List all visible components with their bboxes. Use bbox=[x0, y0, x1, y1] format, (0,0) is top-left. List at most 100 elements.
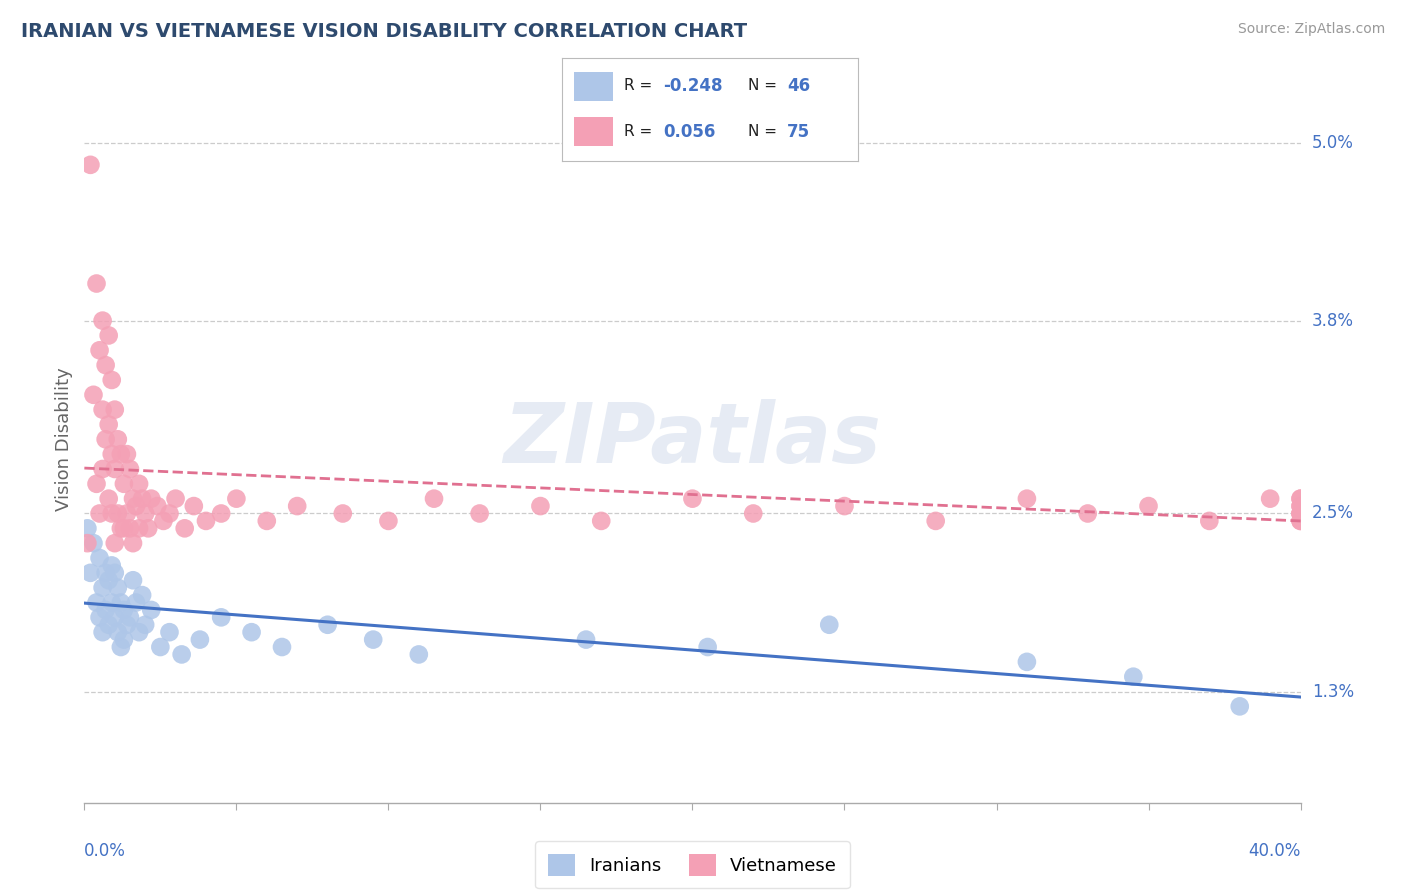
Point bbox=[256, 514, 278, 528]
Point bbox=[149, 640, 172, 654]
Point bbox=[107, 433, 129, 447]
Point bbox=[925, 514, 948, 528]
Point bbox=[165, 491, 187, 506]
Point bbox=[682, 491, 704, 506]
Point bbox=[377, 514, 399, 528]
Point bbox=[86, 277, 108, 291]
Point bbox=[97, 328, 120, 343]
Point bbox=[97, 491, 120, 506]
Text: N =: N = bbox=[748, 124, 782, 139]
Point bbox=[118, 610, 141, 624]
Point bbox=[131, 491, 153, 506]
Point bbox=[240, 625, 263, 640]
Point bbox=[97, 574, 120, 588]
Text: IRANIAN VS VIETNAMESE VISION DISABILITY CORRELATION CHART: IRANIAN VS VIETNAMESE VISION DISABILITY … bbox=[21, 22, 747, 41]
Point bbox=[97, 617, 120, 632]
Point bbox=[1198, 514, 1220, 528]
Text: N =: N = bbox=[748, 78, 782, 93]
Text: 5.0%: 5.0% bbox=[1312, 134, 1354, 152]
Point bbox=[82, 536, 104, 550]
Point bbox=[316, 617, 339, 632]
Text: 3.8%: 3.8% bbox=[1312, 311, 1354, 330]
Point bbox=[110, 521, 132, 535]
Point bbox=[209, 610, 232, 624]
Text: 46: 46 bbox=[787, 77, 810, 95]
Point bbox=[91, 402, 114, 417]
Point bbox=[1229, 699, 1251, 714]
Text: R =: R = bbox=[624, 78, 658, 93]
Point bbox=[696, 640, 718, 654]
Point bbox=[100, 447, 122, 461]
Text: 75: 75 bbox=[787, 123, 810, 141]
Point bbox=[183, 499, 205, 513]
Point bbox=[173, 521, 195, 535]
Point bbox=[194, 514, 218, 528]
Point bbox=[1137, 499, 1160, 513]
Point bbox=[91, 462, 114, 476]
Point bbox=[100, 558, 122, 573]
Point bbox=[188, 632, 211, 647]
Point bbox=[97, 417, 120, 432]
Point bbox=[1289, 507, 1312, 521]
Point bbox=[89, 507, 111, 521]
Point bbox=[107, 581, 129, 595]
Point bbox=[332, 507, 354, 521]
Point bbox=[118, 521, 141, 535]
Point bbox=[134, 507, 156, 521]
Point bbox=[159, 625, 181, 640]
Point bbox=[1289, 514, 1312, 528]
Point bbox=[110, 447, 132, 461]
Bar bbox=[574, 72, 613, 101]
Point bbox=[94, 433, 117, 447]
Legend: Iranians, Vietnamese: Iranians, Vietnamese bbox=[536, 841, 849, 888]
Point bbox=[100, 373, 122, 387]
Point bbox=[91, 581, 114, 595]
Point bbox=[104, 566, 127, 580]
Bar bbox=[574, 118, 613, 146]
Point bbox=[209, 507, 232, 521]
Point bbox=[94, 603, 117, 617]
Text: ZIPatlas: ZIPatlas bbox=[503, 399, 882, 480]
Point bbox=[122, 574, 145, 588]
Point bbox=[285, 499, 308, 513]
Point bbox=[112, 603, 135, 617]
Point bbox=[128, 476, 150, 491]
Point bbox=[1289, 491, 1312, 506]
Y-axis label: Vision Disability: Vision Disability bbox=[55, 368, 73, 511]
Point bbox=[112, 521, 135, 535]
Point bbox=[575, 632, 598, 647]
Point bbox=[86, 595, 108, 609]
Point bbox=[159, 507, 181, 521]
Point bbox=[104, 610, 127, 624]
Point bbox=[89, 343, 111, 358]
Point bbox=[361, 632, 384, 647]
Point bbox=[146, 499, 169, 513]
Point bbox=[141, 603, 163, 617]
Text: 2.5%: 2.5% bbox=[1312, 505, 1354, 523]
Point bbox=[131, 588, 153, 602]
Point bbox=[529, 499, 551, 513]
Point bbox=[110, 640, 132, 654]
Point bbox=[141, 491, 163, 506]
Point bbox=[100, 507, 122, 521]
Point bbox=[107, 625, 129, 640]
Point bbox=[86, 476, 108, 491]
Point bbox=[128, 625, 150, 640]
Point bbox=[134, 617, 156, 632]
Point bbox=[104, 462, 127, 476]
Point bbox=[591, 514, 613, 528]
Point bbox=[1258, 491, 1281, 506]
Point bbox=[408, 648, 430, 662]
Point bbox=[1015, 491, 1038, 506]
Point bbox=[125, 499, 148, 513]
Point bbox=[152, 514, 174, 528]
Text: Source: ZipAtlas.com: Source: ZipAtlas.com bbox=[1237, 22, 1385, 37]
Point bbox=[104, 402, 127, 417]
Point bbox=[115, 507, 138, 521]
Point bbox=[112, 632, 135, 647]
Point bbox=[82, 388, 104, 402]
Point bbox=[423, 491, 446, 506]
Point bbox=[76, 536, 98, 550]
Point bbox=[1289, 507, 1312, 521]
Point bbox=[115, 617, 138, 632]
